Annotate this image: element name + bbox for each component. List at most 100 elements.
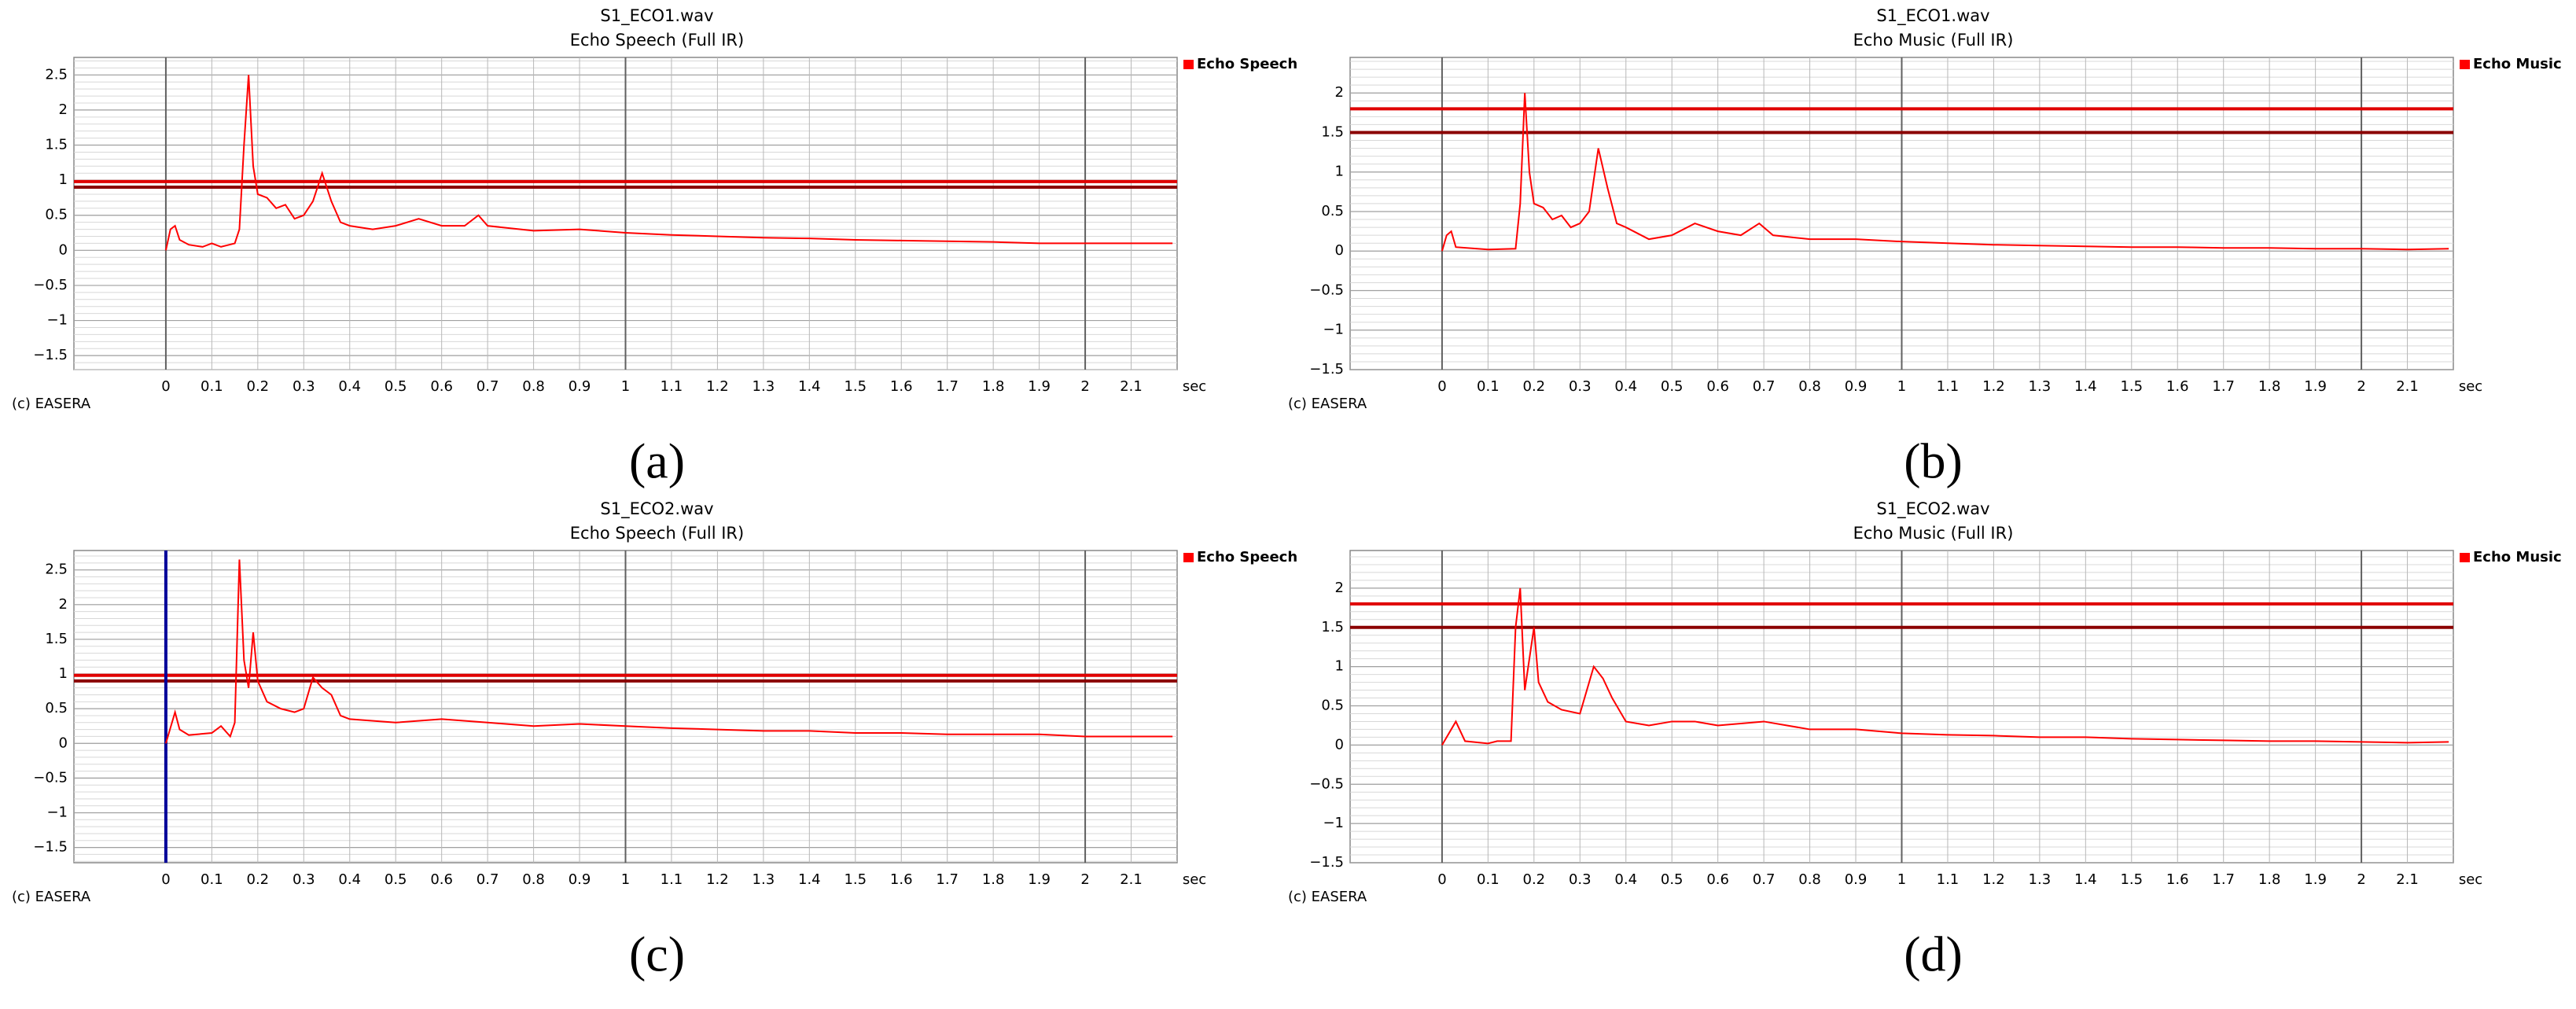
chart-subtitle: Echo Music (Full IR) (1853, 524, 2014, 543)
credit: (c) EASERA (12, 396, 91, 412)
credit: (c) EASERA (12, 889, 91, 905)
x-tick-label: 1 (621, 378, 630, 395)
data-line (1441, 587, 2449, 746)
y-tick-label: 1.5 (1321, 619, 1344, 635)
data-line (164, 559, 1173, 744)
y-tick-label: −1 (46, 312, 68, 329)
x-tick-label: 0.3 (293, 871, 315, 888)
y-tick-label: 1.5 (45, 631, 68, 647)
x-tick-label: 0 (1437, 378, 1446, 395)
y-tick-label: 1 (1335, 164, 1344, 180)
y-tick-label: 1.5 (45, 137, 68, 153)
x-tick-label: 1.1 (661, 378, 683, 395)
chart-subtitle: Echo Speech (Full IR) (570, 524, 744, 543)
x-tick-label: 0.4 (338, 378, 361, 395)
x-axis-label: sec (2459, 871, 2482, 888)
x-tick-label: 0.2 (247, 378, 270, 395)
x-tick-label: 0.9 (569, 378, 591, 395)
y-tick-label: −0.5 (33, 277, 68, 293)
x-tick-label: 1.8 (2258, 871, 2281, 888)
x-tick-label: 0.8 (1798, 871, 1821, 888)
x-tick-label: 0.3 (1569, 378, 1592, 395)
x-tick-label: 0.4 (1614, 871, 1637, 888)
y-tick-label: −1.5 (1309, 854, 1344, 871)
y-tick-label: 1.5 (1321, 123, 1344, 140)
x-tick-label: 0.6 (430, 871, 453, 888)
x-tick-label: 0.6 (1706, 871, 1729, 888)
x-tick-label: 1.2 (706, 378, 729, 395)
legend-swatch (2460, 60, 2470, 69)
x-tick-label: 1 (1897, 378, 1906, 395)
y-tick-label: −0.5 (33, 769, 68, 786)
x-tick-label: 2.1 (1120, 871, 1143, 888)
x-tick-label: 0.1 (201, 871, 223, 888)
x-tick-label: 0.2 (247, 871, 270, 888)
y-tick-label: −1 (46, 804, 68, 820)
panel-label: (b) (1904, 433, 1963, 489)
y-tick-label: 2 (59, 596, 68, 613)
x-axis-label: sec (2459, 378, 2482, 395)
credit: (c) EASERA (1288, 396, 1367, 412)
x-tick-label: 1.9 (2304, 378, 2327, 395)
y-tick-label: 0 (59, 241, 68, 258)
y-tick-label: −1.5 (33, 347, 68, 363)
y-tick-label: 0.5 (1321, 203, 1344, 219)
x-tick-label: 1.7 (936, 378, 959, 395)
panel-label: (d) (1904, 926, 1963, 982)
x-tick-label: 0.2 (1523, 871, 1546, 888)
x-tick-label: 0.3 (293, 378, 315, 395)
data-line (164, 75, 1173, 251)
y-tick-label: −0.5 (1309, 775, 1344, 792)
x-tick-label: 1.6 (2166, 378, 2189, 395)
x-tick-label: 0.1 (201, 378, 223, 395)
x-tick-label: 0.7 (1753, 871, 1776, 888)
x-tick-label: 1.5 (844, 378, 867, 395)
y-tick-label: 0.5 (45, 207, 68, 223)
x-tick-label: 0.3 (1569, 871, 1592, 888)
y-tick-label: 0 (1335, 242, 1344, 259)
x-tick-label: 0.4 (338, 871, 361, 888)
x-tick-label: 1.1 (1937, 871, 1960, 888)
x-tick-label: 0.1 (1477, 871, 1500, 888)
y-tick-label: 1 (59, 665, 68, 682)
x-tick-label: 1.6 (890, 378, 913, 395)
chart-title: S1_ECO1.wav (1876, 6, 1989, 26)
x-tick-label: 1.5 (2120, 871, 2143, 888)
chart-title: S1_ECO2.wav (1876, 499, 1989, 519)
legend-label: Echo Speech (1197, 56, 1297, 72)
x-tick-label: 0.4 (1614, 378, 1637, 395)
x-tick-label: 0.9 (1845, 378, 1868, 395)
x-tick-label: 1.9 (2304, 871, 2327, 888)
x-tick-label: 2.1 (1120, 378, 1143, 395)
panel-label: (c) (629, 926, 685, 982)
x-tick-label: 1.7 (936, 871, 959, 888)
x-tick-label: 1.3 (753, 871, 775, 888)
x-tick-label: 0.1 (1477, 378, 1500, 395)
y-tick-label: 0.5 (45, 700, 68, 716)
x-tick-label: 1.3 (2029, 378, 2052, 395)
x-tick-label: 0.8 (1798, 378, 1821, 395)
chart-title: S1_ECO2.wav (600, 499, 713, 519)
x-axis-label: sec (1183, 871, 1206, 888)
x-tick-label: 1.8 (2258, 378, 2281, 395)
x-tick-label: 0.2 (1523, 378, 1546, 395)
x-tick-label: 1.6 (890, 871, 913, 888)
x-tick-label: 0.5 (385, 871, 407, 888)
x-tick-label: 0.9 (1845, 871, 1868, 888)
x-tick-label: 1.2 (1982, 378, 2005, 395)
panel-label: (a) (629, 433, 685, 489)
x-tick-label: 1.9 (1028, 378, 1051, 395)
x-tick-label: 1.5 (2120, 378, 2143, 395)
x-tick-label: 1.7 (2212, 871, 2235, 888)
y-tick-label: 1 (1335, 658, 1344, 675)
x-tick-label: 1.6 (2166, 871, 2189, 888)
credit: (c) EASERA (1288, 889, 1367, 905)
y-tick-label: 2.5 (45, 562, 68, 578)
y-tick-label: 0.5 (1321, 698, 1344, 714)
y-tick-label: 2 (1335, 580, 1344, 596)
x-tick-label: 1.3 (2029, 871, 2052, 888)
x-tick-label: 1.2 (706, 871, 729, 888)
x-tick-label: 1.4 (798, 378, 821, 395)
x-tick-label: 1.8 (982, 378, 1005, 395)
